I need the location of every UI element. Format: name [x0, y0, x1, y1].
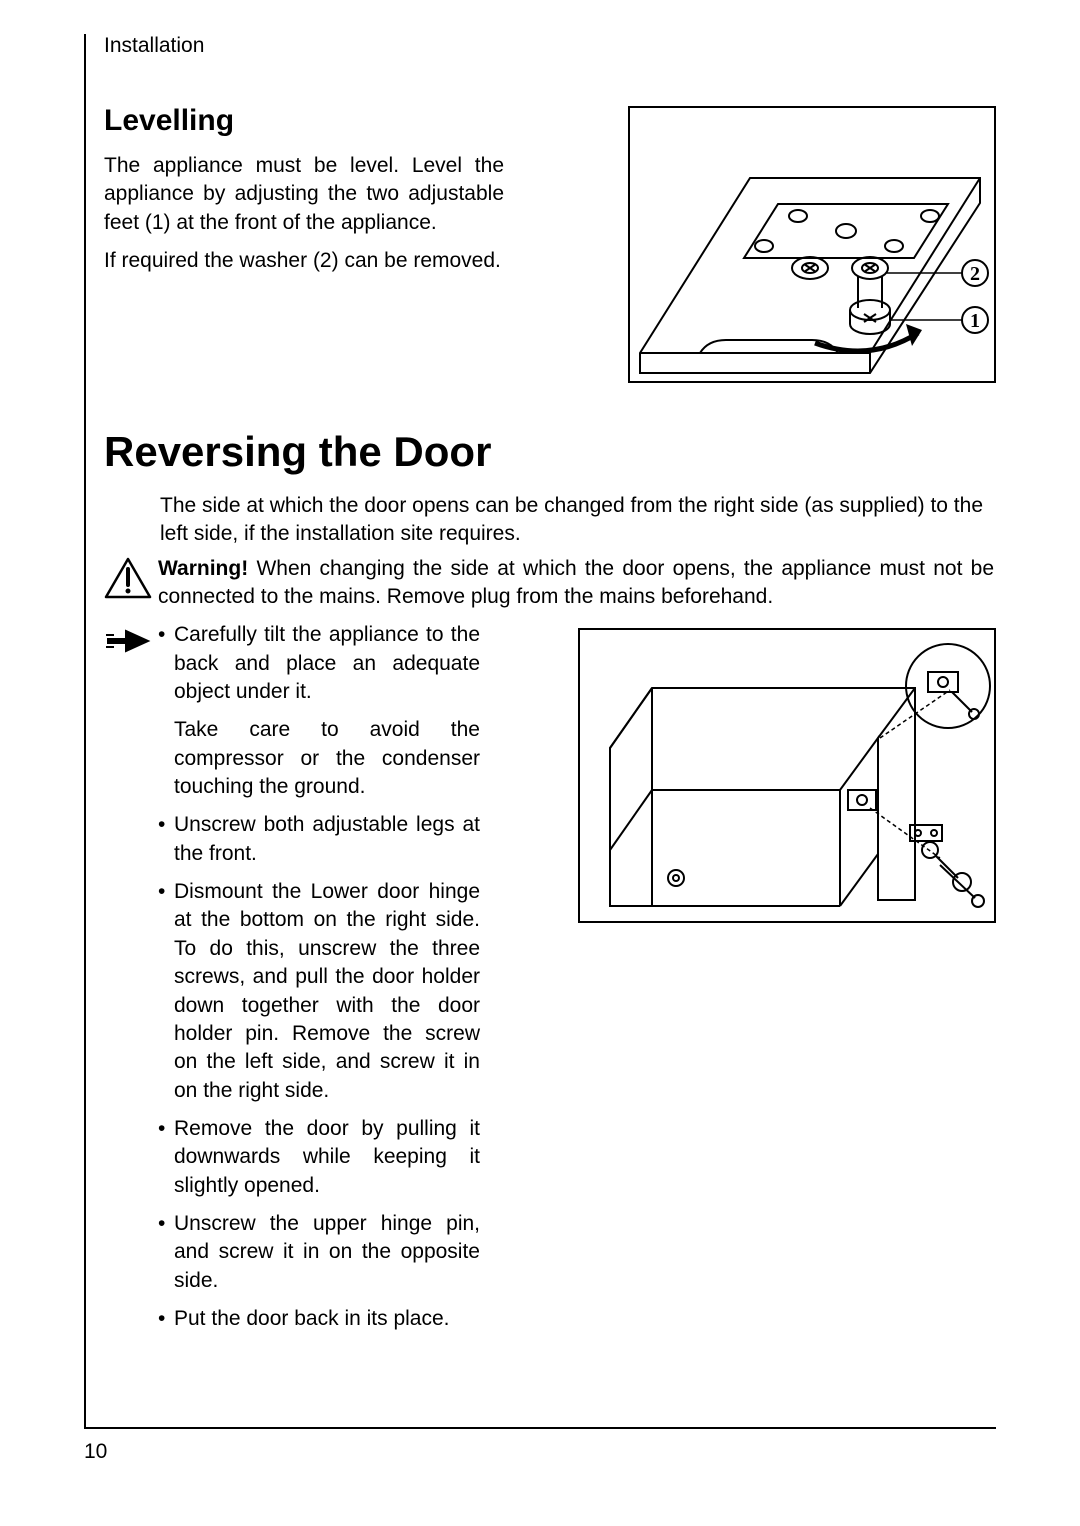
bullet-text-1: Take care to avoid the compressor or the… — [174, 716, 480, 801]
bullet-item-5: • Unscrew the upper hinge pin, and screw… — [158, 1210, 480, 1295]
bullet-item-6: • Put the door back in its place. — [158, 1305, 480, 1333]
warning-icon — [104, 557, 152, 606]
warning-text: Warning! When changing the side at which… — [158, 555, 994, 612]
bullet-text-0: Carefully tilt the appliance to the back… — [174, 621, 480, 706]
bullet-text-6: Put the door back in its place. — [174, 1305, 480, 1333]
levelling-diagram-svg: 1 2 — [630, 108, 998, 385]
warning-body: When changing the side at which the door… — [158, 557, 994, 608]
page-number: 10 — [84, 1440, 107, 1464]
bullet-dot: • — [158, 811, 174, 868]
bullet-text-5: Unscrew the upper hinge pin, and screw i… — [174, 1210, 480, 1295]
levelling-figure: 1 2 — [628, 106, 996, 383]
warning-label: Warning! — [158, 557, 248, 580]
bullet-item-1: Take care to avoid the compressor or the… — [174, 716, 480, 801]
figure1-callout-2: 2 — [970, 263, 980, 285]
pointer-icon — [104, 625, 152, 660]
bullet-item-2: • Unscrew both adjustable legs at the fr… — [158, 811, 480, 868]
bullet-list: • Carefully tilt the appliance to the ba… — [158, 621, 480, 1343]
door-reversal-figure — [578, 628, 996, 923]
reversing-title: Reversing the Door — [104, 428, 994, 476]
warning-block: Warning! When changing the side at which… — [104, 555, 994, 612]
levelling-title: Levelling — [104, 104, 504, 138]
figure1-callout-1: 1 — [970, 310, 980, 332]
bullet-item-0: • Carefully tilt the appliance to the ba… — [158, 621, 480, 706]
bullet-text-2: Unscrew both adjustable legs at the fron… — [174, 811, 480, 868]
bullet-dot: • — [158, 1115, 174, 1200]
bullet-dot: • — [158, 1305, 174, 1333]
page-header: Installation — [104, 34, 204, 58]
levelling-para-1: The appliance must be level. Level the a… — [104, 152, 504, 237]
bullet-dot: • — [158, 621, 174, 706]
bullet-dot: • — [158, 1210, 174, 1295]
bullet-text-4: Remove the door by pulling it downwards … — [174, 1115, 480, 1200]
levelling-section: Levelling The appliance must be level. L… — [104, 104, 504, 285]
bullet-text-3: Dismount the Lower door hinge at the bot… — [174, 878, 480, 1105]
levelling-para-2: If required the washer (2) can be remove… — [104, 247, 504, 275]
reversing-intro: The side at which the door opens can be … — [160, 492, 994, 549]
bullet-dot: • — [158, 878, 174, 1105]
page-frame: Installation Levelling The appliance mus… — [84, 34, 996, 1429]
bullet-item-3: • Dismount the Lower door hinge at the b… — [158, 878, 480, 1105]
bullet-item-4: • Remove the door by pulling it downward… — [158, 1115, 480, 1200]
door-reversal-svg — [580, 630, 998, 925]
